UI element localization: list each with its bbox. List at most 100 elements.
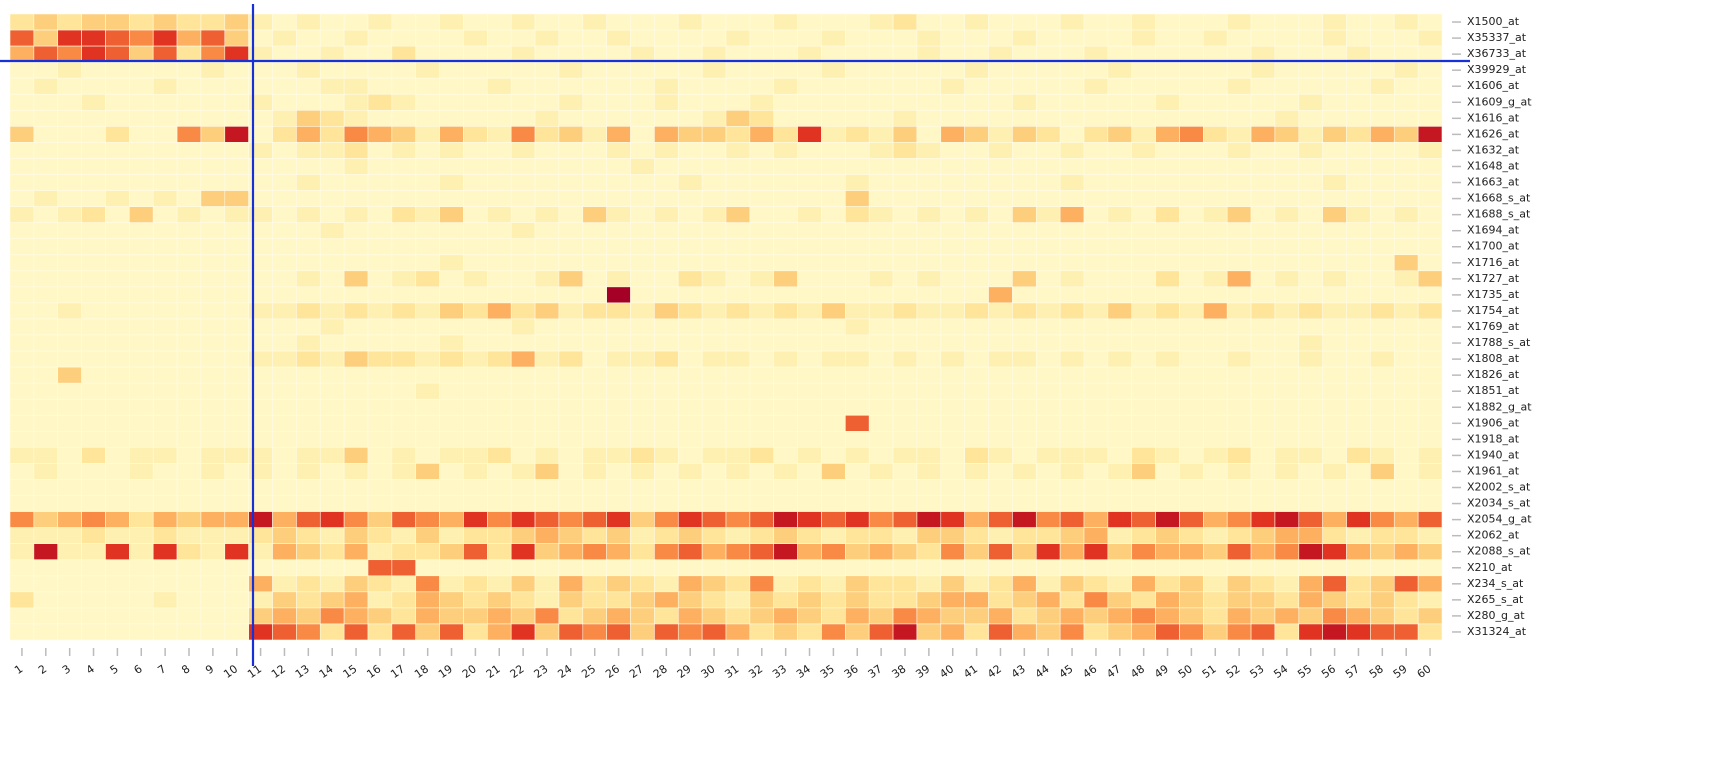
heatmap-cell — [81, 463, 106, 480]
heatmap-cell — [510, 142, 536, 159]
heatmap-cell — [725, 222, 751, 240]
heatmap-cell — [606, 511, 631, 528]
column-label: 53 — [1248, 662, 1267, 681]
heatmap-cell — [343, 29, 369, 47]
heatmap-cell — [749, 286, 775, 304]
heatmap-cell — [1393, 575, 1419, 593]
heatmap-cell — [725, 77, 751, 95]
heatmap-cell — [343, 447, 369, 464]
heatmap-cell — [1417, 447, 1443, 464]
heatmap-cell — [1346, 318, 1371, 336]
heatmap-cell — [33, 174, 59, 191]
heatmap-cell — [892, 93, 918, 111]
heatmap-cell — [319, 495, 345, 512]
heatmap-cell — [606, 495, 631, 512]
heatmap-cell — [296, 45, 321, 63]
heatmap-cell — [534, 270, 560, 288]
heatmap-cell — [1203, 559, 1228, 577]
heatmap-cell — [1274, 575, 1300, 593]
heatmap-cell — [272, 543, 297, 561]
heatmap-cell — [1417, 93, 1443, 111]
heatmap-cell — [129, 414, 154, 432]
heatmap-cell — [892, 495, 918, 512]
heatmap-cell — [773, 158, 798, 175]
heatmap-cell — [296, 575, 321, 593]
heatmap-cell — [510, 29, 536, 47]
heatmap-cell — [463, 254, 488, 272]
heatmap-cell — [1083, 591, 1109, 609]
heatmap-cell — [319, 527, 345, 544]
heatmap-cell — [606, 414, 631, 432]
heatmap-cell — [701, 431, 727, 448]
heatmap-cell — [1203, 447, 1228, 464]
heatmap-cell — [1226, 431, 1252, 448]
heatmap-cell — [1322, 142, 1347, 159]
heatmap-cell — [1393, 495, 1419, 512]
heatmap-cell — [749, 238, 775, 256]
heatmap-cell — [988, 270, 1013, 288]
heatmap-cell — [81, 334, 106, 352]
heatmap-cell — [367, 543, 393, 561]
heatmap-cell — [1035, 29, 1061, 47]
heatmap-cell — [1012, 158, 1037, 175]
heatmap-cell — [367, 366, 393, 384]
heatmap-cell — [1226, 238, 1252, 256]
heatmap-cell — [272, 366, 297, 384]
heatmap-cell — [391, 366, 417, 384]
heatmap-cell — [510, 77, 536, 95]
heatmap-cell — [892, 302, 918, 320]
heatmap-cell — [272, 13, 297, 31]
heatmap-cell — [677, 13, 703, 31]
heatmap-cell — [415, 61, 440, 79]
heatmap-cell — [606, 110, 631, 127]
heatmap-cell — [296, 29, 321, 47]
heatmap-cell — [33, 431, 59, 448]
heatmap-cell — [1035, 110, 1061, 127]
heatmap-cell — [463, 527, 488, 544]
heatmap-cell — [1274, 414, 1300, 432]
heatmap-cell — [1393, 190, 1419, 207]
heatmap-cell — [606, 286, 631, 304]
heatmap-cell — [1059, 174, 1085, 191]
heatmap-cell — [319, 414, 345, 432]
heatmap-cell — [821, 623, 846, 641]
heatmap-cell — [654, 623, 679, 641]
heatmap-cell — [940, 270, 965, 288]
heatmap-cell — [749, 142, 775, 159]
heatmap-cell — [868, 126, 894, 143]
heatmap-cell — [964, 190, 989, 207]
heatmap-cell — [964, 302, 989, 320]
heatmap-cell — [916, 206, 942, 223]
heatmap-cell — [81, 350, 106, 368]
heatmap-cell — [415, 463, 440, 480]
heatmap-cell — [439, 366, 464, 384]
heatmap-cell — [367, 447, 393, 464]
heatmap-cell — [391, 190, 417, 207]
heatmap-cell — [57, 206, 82, 223]
heatmap-cell — [797, 206, 822, 223]
heatmap-cell — [677, 29, 703, 47]
heatmap-cell — [725, 559, 751, 577]
heatmap-cell — [224, 543, 249, 561]
heatmap-cell — [1298, 13, 1323, 31]
heatmap-cell — [224, 366, 249, 384]
heatmap-cell — [916, 158, 942, 175]
heatmap-cell — [510, 126, 536, 143]
heatmap-cell — [224, 206, 249, 223]
heatmap-cell — [105, 398, 130, 416]
heatmap-cell — [534, 479, 560, 496]
heatmap-cell — [81, 254, 106, 272]
heatmap-cell — [296, 110, 321, 127]
row-label: X1606_at — [1467, 79, 1520, 92]
heatmap-cell — [1107, 286, 1133, 304]
heatmap-cell — [463, 302, 488, 320]
column-label: 29 — [675, 662, 694, 681]
heatmap-cell — [845, 495, 870, 512]
heatmap-cell — [439, 45, 464, 63]
heatmap-cell — [534, 174, 560, 191]
heatmap-cell — [1417, 527, 1443, 544]
heatmap-cell — [988, 382, 1013, 400]
heatmap-cell — [1346, 110, 1371, 127]
heatmap-cell — [1107, 559, 1133, 577]
heatmap-cell — [1250, 29, 1276, 47]
